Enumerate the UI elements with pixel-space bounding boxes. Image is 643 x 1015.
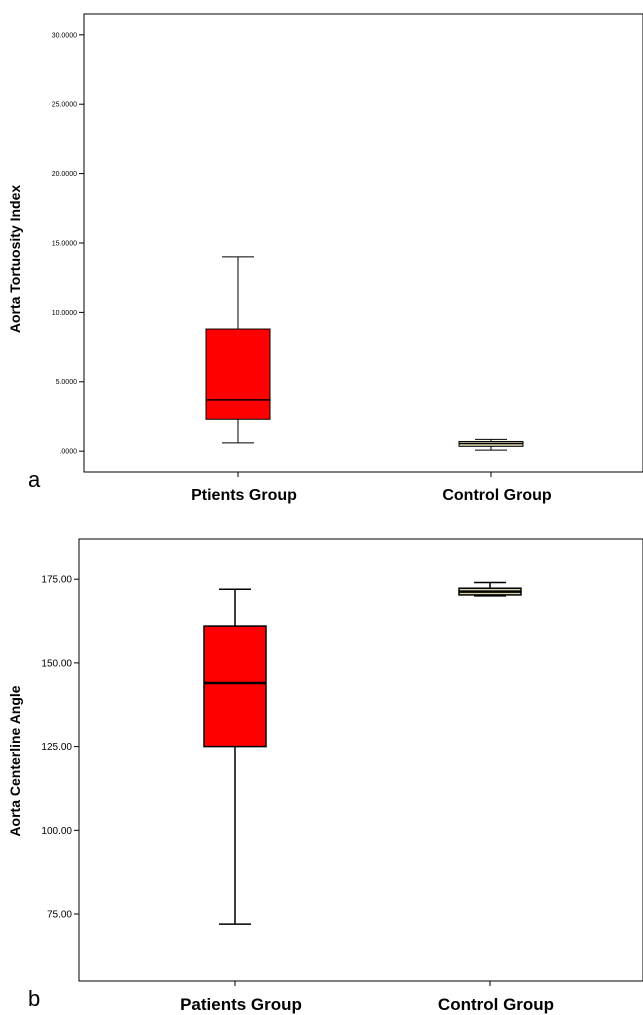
y-tick-label-b: 100.00 [41,826,72,837]
boxes-a [205,256,524,451]
y-tick-label-a: 30.0000 [52,32,77,39]
y-tick-label-a: .0000 [59,449,77,456]
box-iqr [205,328,271,420]
panel-b: Aorta Centerline Angle 75.00 100.00 125.00… [7,538,643,1014]
y-tick-label-b: 175.00 [41,575,72,586]
y-tick-label-a: 20.0000 [52,171,77,178]
y-tick-label-a: 25.0000 [52,102,77,109]
y-axis-ticks-b: 75.00 100.00 125.00 150.00 175.00 [41,575,79,921]
box-a-1 [205,256,271,444]
category-label-b: Patients Group [180,995,302,1014]
plot-frame-a [83,13,643,473]
y-tick-label-a: 10.0000 [52,310,77,317]
plot-frame-b [78,538,643,982]
panel-a: Aorta Tortuosity Index .0000 5.0000 10.000… [7,13,643,504]
x-axis-categories-a: Ptients Group Control Group [191,472,552,504]
panel-letter-b: b [28,986,40,1011]
y-axis-title-b: Aorta Centerline Angle [7,685,23,836]
box-b-1 [203,588,267,925]
y-axis-title-a: Aorta Tortuosity Index [7,185,23,334]
y-tick-label-a: 5.0000 [56,379,78,386]
y-tick-label-b: 125.00 [41,742,72,753]
x-axis-categories-b: Patients Group Control Group [180,981,554,1014]
y-axis-ticks-a: .0000 5.0000 10.0000 15.0000 20.0000 25.0000 3… [52,32,84,456]
category-label-a: Control Group [442,487,552,504]
box-a-2 [458,438,524,451]
y-tick-label-b: 150.00 [41,658,72,669]
box-iqr [203,625,267,748]
category-label-b: Control Group [438,995,554,1014]
y-tick-label-b: 75.00 [47,910,72,921]
category-label-a: Ptients Group [191,487,297,504]
y-tick-label-a: 15.0000 [52,240,77,247]
box-b-2 [458,581,522,597]
panel-letter-a: a [28,467,41,492]
boxes-b [203,581,522,925]
